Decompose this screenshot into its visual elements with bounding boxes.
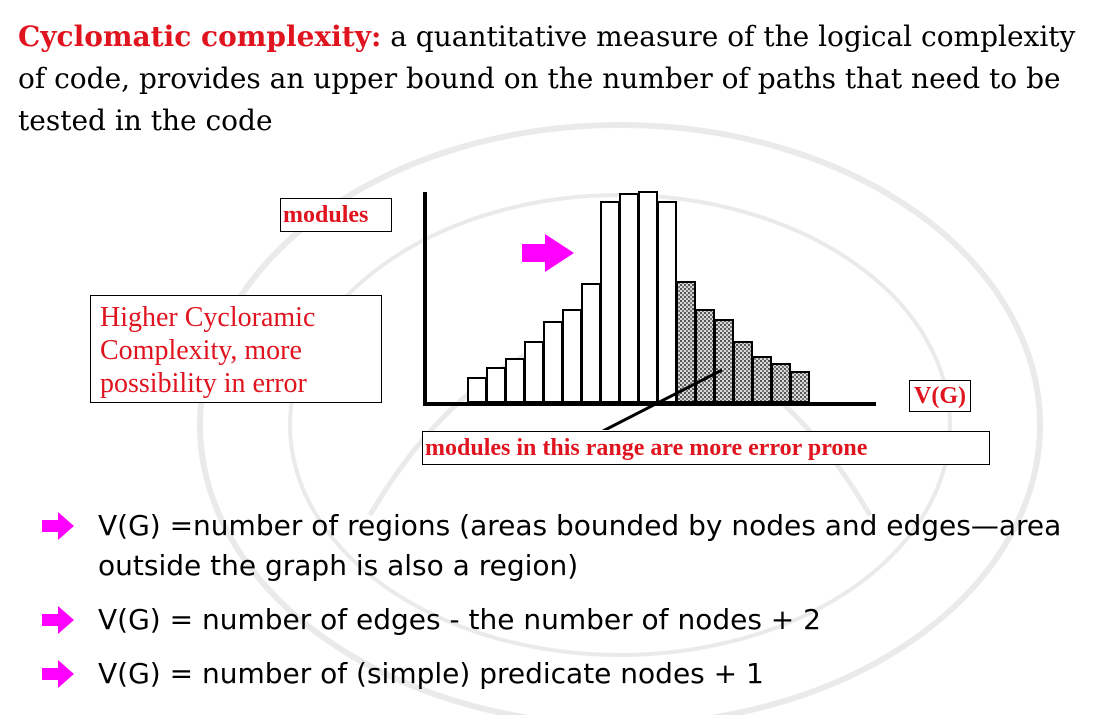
formula-list: V(G) =number of regions (areas bounded b… bbox=[40, 506, 1110, 694]
list-item-text: V(G) = number of (simple) predicate node… bbox=[98, 657, 764, 690]
definition-text: a quantitative measure of the logical co… bbox=[18, 20, 1076, 137]
y-axis-label: modules bbox=[280, 198, 392, 232]
histogram-bar bbox=[562, 309, 582, 403]
callout-line: possibility in error bbox=[100, 368, 307, 399]
histogram bbox=[423, 191, 876, 430]
histogram-bar bbox=[581, 283, 601, 403]
histogram-bar bbox=[505, 358, 525, 403]
definition-term: Cyclomatic complexity: bbox=[18, 20, 382, 53]
histogram-bar-shaded bbox=[714, 319, 734, 403]
histogram-bar bbox=[543, 321, 563, 403]
histogram-bar-shaded bbox=[752, 356, 772, 403]
histogram-bar bbox=[486, 367, 506, 403]
list-item: V(G) = number of (simple) predicate node… bbox=[40, 654, 1110, 694]
histogram-bar-shaded bbox=[771, 363, 791, 403]
arrow-right-icon bbox=[42, 512, 74, 540]
histogram-bar-shaded bbox=[695, 309, 715, 403]
error-prone-range-label: modules in this range are more error pro… bbox=[422, 431, 990, 465]
histogram-bar bbox=[524, 341, 544, 403]
complexity-callout: Higher Cycloramic Complexity, more possi… bbox=[90, 295, 382, 403]
definition-paragraph: Cyclomatic complexity: a quantitative me… bbox=[18, 16, 1108, 142]
x-axis-label: V(G) bbox=[909, 380, 971, 412]
histogram-bar bbox=[600, 201, 620, 403]
histogram-bar bbox=[467, 377, 487, 403]
callout-line: Complexity, more bbox=[100, 335, 302, 366]
list-item-text: V(G) =number of regions (areas bounded b… bbox=[98, 509, 1062, 582]
list-item-text: V(G) = number of edges - the number of n… bbox=[98, 603, 821, 636]
histogram-bar-shaded bbox=[733, 341, 753, 403]
list-item: V(G) =number of regions (areas bounded b… bbox=[40, 506, 1110, 586]
arrow-right-icon bbox=[42, 660, 74, 688]
histogram-bar bbox=[657, 201, 677, 403]
pointer-arrow-icon bbox=[522, 234, 574, 272]
arrow-right-icon bbox=[42, 606, 74, 634]
histogram-bar bbox=[638, 191, 658, 403]
histogram-bar bbox=[619, 193, 639, 403]
callout-line: Higher Cycloramic bbox=[100, 302, 316, 333]
histogram-bars bbox=[467, 191, 810, 403]
list-item: V(G) = number of edges - the number of n… bbox=[40, 600, 1110, 640]
range-pointer-line bbox=[602, 368, 723, 430]
histogram-bar-shaded bbox=[790, 371, 810, 403]
